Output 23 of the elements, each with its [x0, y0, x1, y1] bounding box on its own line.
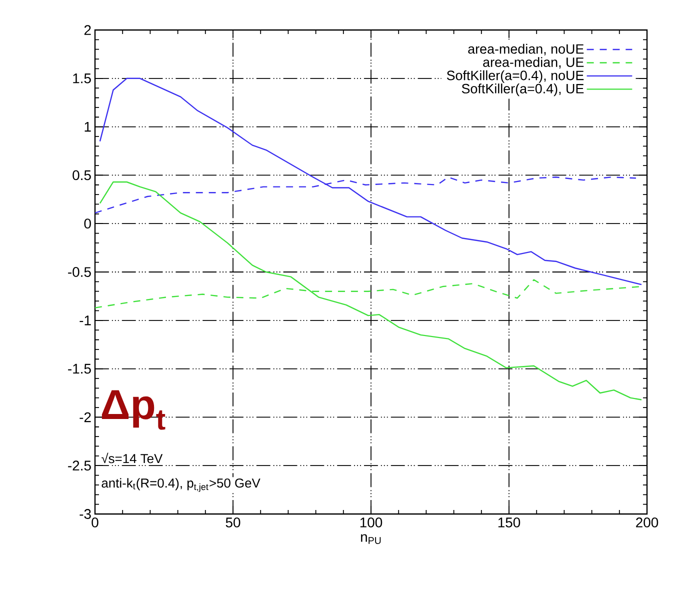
y-tick-label: -2	[80, 412, 91, 422]
x-tick-label: 150	[498, 518, 520, 528]
y-tick-label: 1	[84, 122, 91, 132]
y-tick-label: 0.5	[72, 170, 91, 180]
x-tick-label: 100	[360, 518, 382, 528]
legend-label: area-median, noUE	[468, 44, 584, 56]
legend-label: SoftKiller(a=0.4), UE	[462, 84, 584, 96]
y-tick-label: -1	[80, 316, 91, 326]
annotation: anti-k$_{t}$(R=0.4), p$_{t,jet}$>50 GeV	[102, 478, 260, 492]
y-tick-label: -2.5	[68, 460, 91, 471]
y-tick-label: -1.5	[68, 364, 91, 374]
y-tick-label: 2	[84, 25, 91, 35]
x-tick-label: 0	[92, 518, 98, 528]
x-tick-label: 200	[636, 518, 658, 528]
legend-label: area-median, UE	[483, 57, 584, 69]
x-tick-label: 50	[226, 518, 240, 528]
y-tick-label: 0	[84, 218, 91, 229]
annotation: √s=14 TeV	[102, 452, 163, 464]
legend-label: SoftKiller(a=0.4), noUE	[446, 70, 584, 83]
y-tick-label: -0.5	[68, 267, 91, 277]
y-tick-label: -3	[80, 509, 91, 519]
x-axis-title: n$_{PU}$	[361, 534, 381, 544]
y-tick-label: 1.5	[73, 74, 91, 84]
